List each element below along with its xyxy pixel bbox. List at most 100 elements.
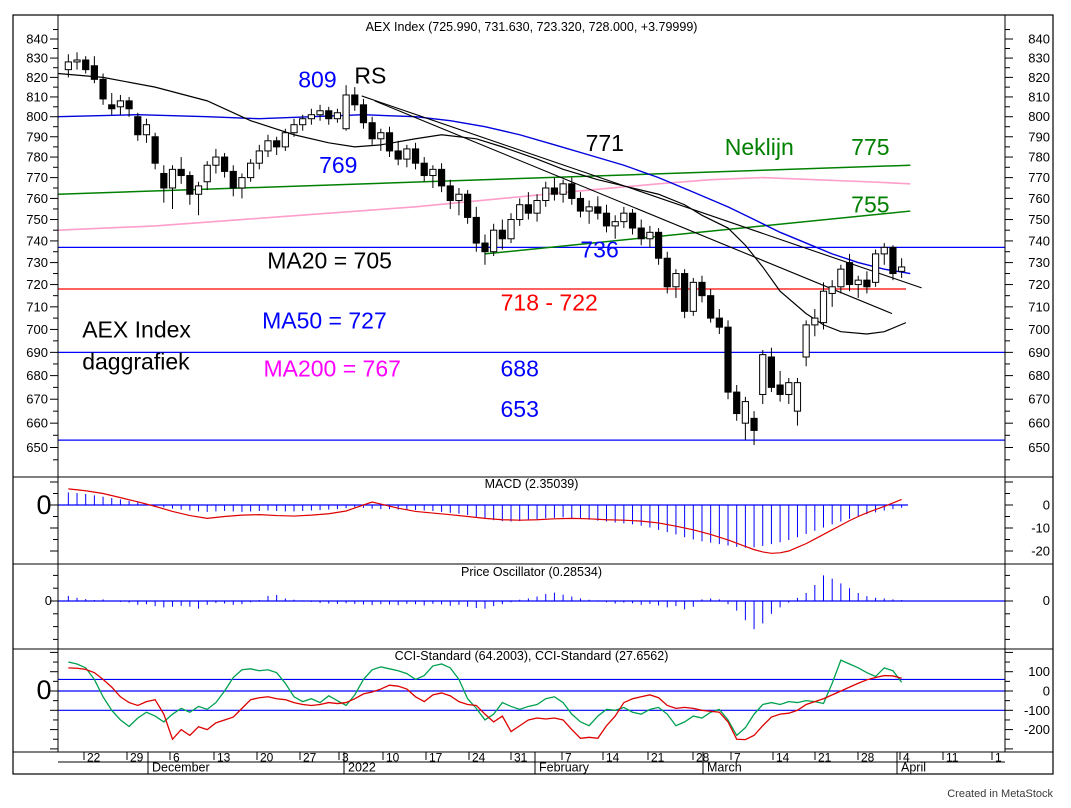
candle [776,384,784,395]
price-label-left: 740 [26,233,48,248]
price-label-left: 750 [26,212,48,227]
month-label: March [707,761,742,775]
candle [550,187,559,195]
price-label-left: 660 [26,416,48,431]
date-tick-label: 1 [995,751,1002,765]
candle [325,110,333,120]
date-tick-label: 22 [87,751,101,765]
candle [316,110,324,116]
candle [429,168,437,177]
candle [654,231,663,259]
candle [403,148,411,160]
candle [377,132,385,140]
candle [229,170,237,189]
candle [264,140,272,152]
candle [837,268,845,288]
date-tick-label: 4 [903,751,910,765]
candle [542,187,550,202]
macd-ylabel: -20 [1031,544,1050,559]
candle [733,391,741,415]
candle [516,204,524,221]
candle [108,104,116,110]
month-label: 2022 [348,761,376,775]
macd-zero-label: 0 [36,490,51,520]
candle [819,290,828,324]
candle [351,94,359,106]
candle [750,417,758,431]
annotation-daggrafiek: daggrafiek [82,349,190,375]
candle [307,114,315,120]
annotation-755: 755 [851,192,889,218]
price-label-right: 650 [1028,440,1050,455]
annotation-771: 771 [586,130,624,156]
price-label-left: 700 [26,322,48,337]
date-tick-label: 14 [606,751,620,765]
price-label-left: 780 [26,150,48,165]
candle [898,266,906,272]
price-label-left: 710 [26,299,48,314]
price-label-left: 650 [26,440,48,455]
date-tick-label: 17 [429,751,443,765]
price-label-right: 710 [1028,299,1050,314]
date-tick-label: 14 [776,751,790,765]
candle [681,273,689,312]
price-label-left: 680 [26,368,48,383]
annotation-653: 653 [501,396,539,422]
candle [854,279,862,286]
price-label-right: 840 [1028,32,1050,47]
date-tick-label: 7 [734,751,741,765]
candle [637,227,645,240]
cci-ylabel: -200 [1024,722,1050,737]
candle [828,286,836,294]
posc-zero-label-right: 0 [1043,593,1050,608]
cci-zero-label: 0 [36,675,51,705]
price-label-left: 830 [26,51,48,66]
candle [602,212,611,227]
series-line [68,659,903,737]
price-label-right: 820 [1028,70,1050,85]
candle [151,136,159,164]
candle [620,212,628,223]
annotation-ma20-705: MA20 = 705 [267,247,392,273]
candle [186,175,194,195]
candle [802,324,810,358]
candle [663,257,671,288]
candle [446,185,454,202]
price-label-left: 810 [26,89,48,104]
candle [385,132,394,152]
date-tick-label: 10 [386,751,400,765]
candle [785,382,793,395]
price-label-right: 780 [1028,150,1050,165]
candle [290,124,298,134]
candle [220,156,229,172]
price-label-right: 700 [1028,322,1050,337]
date-tick-label: 28 [861,751,875,765]
candle [698,281,706,297]
date-tick-label: 29 [130,751,144,765]
candle [333,112,342,120]
candle [533,200,541,214]
candle [646,231,654,240]
candle [863,279,871,288]
candle [464,193,472,218]
candle [811,317,819,326]
price-label-left: 770 [26,170,48,185]
candle [142,124,151,136]
candle [203,164,211,183]
date-tick-label: 31 [514,751,528,765]
candle [247,162,255,179]
price-label-left: 820 [26,70,48,85]
price-label-right: 720 [1028,277,1050,292]
price-label-left: 800 [26,109,48,124]
price-label-right: 770 [1028,170,1050,185]
candle [342,94,350,130]
annotation-769: 769 [319,152,357,178]
main-title: AEX Index (725.990, 731.630, 723.320, 72… [366,20,698,34]
annotation-aex-index: AEX Index [82,316,191,342]
created-in-metastock-label: Created in MetaStock [947,788,1053,800]
price-label-left: 760 [26,191,48,206]
candle [741,401,749,424]
candle [628,212,637,229]
